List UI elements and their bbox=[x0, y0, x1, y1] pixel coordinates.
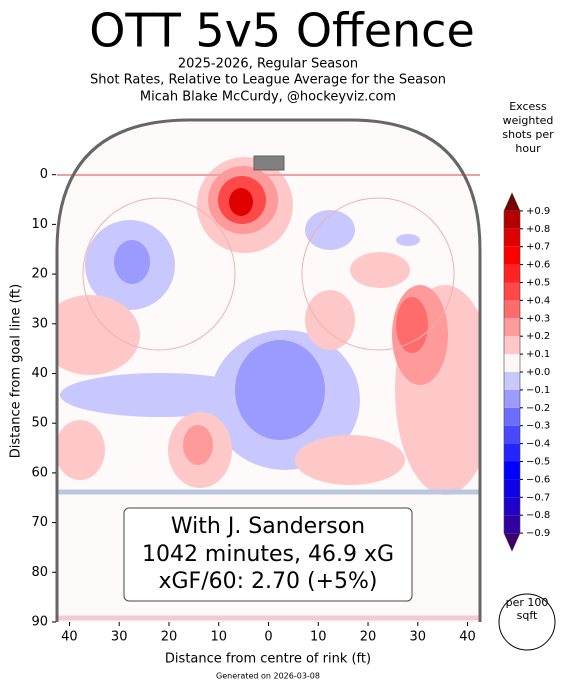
colorbar-tick-label: +0.0 bbox=[526, 367, 550, 378]
faceoff-circle bbox=[82, 197, 236, 351]
contour-blob bbox=[183, 425, 213, 465]
colorbar-bin bbox=[504, 389, 520, 408]
colorbar-bin bbox=[504, 300, 520, 319]
annotation: With J. Sanderson bbox=[171, 514, 365, 539]
colorbar-tick-label: +0.8 bbox=[526, 224, 550, 235]
contour-blob bbox=[60, 373, 260, 417]
y-tick-label: 80 bbox=[31, 565, 48, 580]
x-tick-label: 10 bbox=[310, 630, 327, 645]
y-tick-label: 10 bbox=[31, 217, 48, 232]
contour-blob bbox=[295, 435, 405, 485]
colorbar-tick-label: +0.6 bbox=[526, 260, 550, 271]
colorbar-extend bbox=[504, 533, 520, 551]
rink-boards bbox=[55, 118, 482, 622]
colorbar-tick-label: +0.4 bbox=[526, 295, 550, 306]
colorbar-bin bbox=[504, 515, 520, 534]
unit-note: per 100 sqft bbox=[505, 596, 549, 622]
y-tick-label: 60 bbox=[31, 465, 48, 480]
annotation: 1042 minutes, 46.9 xG bbox=[142, 542, 394, 567]
colorbar-bin bbox=[504, 407, 520, 426]
y-tick-label: 40 bbox=[31, 366, 48, 381]
x-tick-label: 40 bbox=[61, 630, 78, 645]
subtitle: 2025-2026, Regular Season bbox=[178, 57, 358, 72]
colorbar-bin bbox=[504, 372, 520, 390]
x-tick-label: 20 bbox=[360, 630, 377, 645]
colorbar-bin bbox=[504, 264, 520, 283]
y-tick-label: 50 bbox=[31, 416, 48, 431]
x-tick-label: 20 bbox=[161, 630, 178, 645]
colorbar-tick-label: +0.3 bbox=[526, 313, 550, 324]
x-tick-label: 0 bbox=[264, 630, 272, 645]
colorbar-tick-label: +0.5 bbox=[526, 278, 550, 289]
colorbar-extend bbox=[504, 193, 520, 211]
unit-circle bbox=[498, 593, 556, 651]
rink-markings bbox=[55, 118, 482, 622]
y-axis-label: Distance from goal line (ft) bbox=[9, 284, 24, 458]
contour-blob bbox=[396, 234, 420, 246]
colorbar-tick-label: −0.9 bbox=[526, 528, 550, 539]
colorbar-tick-label: +0.1 bbox=[526, 349, 550, 360]
colorbar-bin bbox=[504, 282, 520, 301]
heat-field bbox=[57, 120, 480, 622]
colorbar-bin bbox=[504, 461, 520, 480]
colorbar-tick-label: −0.7 bbox=[526, 492, 550, 503]
colorbar-tick-label: −0.4 bbox=[526, 439, 550, 450]
colorbar-bin bbox=[504, 425, 520, 444]
contour-blob bbox=[235, 340, 325, 440]
y-tick-label: 70 bbox=[31, 515, 48, 530]
faceoff-circle bbox=[301, 197, 455, 351]
chart-title: OTT 5v5 Offence bbox=[89, 4, 475, 58]
x-axis-label: Distance from centre of rink (ft) bbox=[165, 652, 371, 667]
y-tick-label: 20 bbox=[31, 267, 48, 282]
colorbar-bin bbox=[504, 210, 520, 229]
contour-blob bbox=[396, 297, 428, 353]
colorbar-tick-label: −0.2 bbox=[526, 403, 550, 414]
contour-blob bbox=[350, 252, 410, 288]
colorbar-bin bbox=[504, 443, 520, 462]
annotation: xGF/60: 2.70 (+5%) bbox=[158, 569, 377, 594]
net bbox=[253, 155, 285, 171]
contour-blob bbox=[57, 295, 140, 375]
x-tick-label: 30 bbox=[410, 630, 427, 645]
y-tick-label: 0 bbox=[40, 167, 48, 182]
colorbar-bin bbox=[504, 246, 520, 265]
contour-blob bbox=[305, 210, 355, 250]
x-tick-label: 30 bbox=[111, 630, 128, 645]
x-tick-label: 40 bbox=[459, 630, 476, 645]
colorbar-tick-label: +0.7 bbox=[526, 242, 550, 253]
x-tick-label: 10 bbox=[210, 630, 227, 645]
colorbar-tick-label: +0.2 bbox=[526, 331, 550, 342]
colorbar-tick-label: −0.1 bbox=[526, 385, 550, 396]
colorbar-bin bbox=[504, 336, 520, 355]
colorbar-bin bbox=[504, 318, 520, 337]
y-tick-label: 90 bbox=[31, 615, 48, 630]
y-tick-label: 30 bbox=[31, 316, 48, 331]
colorbar-tick-label: −0.3 bbox=[526, 421, 550, 432]
annotation-box bbox=[123, 507, 413, 602]
colorbar-tick-label: −0.5 bbox=[526, 457, 550, 468]
colorbar-tick-label: −0.6 bbox=[526, 474, 550, 485]
colorbar-tick-label: +0.9 bbox=[526, 206, 550, 217]
subtitle: Shot Rates, Relative to League Average f… bbox=[90, 73, 446, 88]
contour-blob bbox=[229, 188, 253, 216]
footer: Generated on 2026-03-08 bbox=[216, 672, 320, 681]
colorbar-bin bbox=[504, 228, 520, 247]
colorbar-tick-label: −0.8 bbox=[526, 510, 550, 521]
colorbar-bin bbox=[504, 354, 520, 372]
contour-blob bbox=[57, 420, 105, 480]
colorbar-title: Excess weighted shots per hour bbox=[502, 100, 554, 155]
contour-blob bbox=[305, 290, 355, 350]
subtitle: Micah Blake McCurdy, @hockeyviz.com bbox=[140, 90, 396, 105]
contour-blob bbox=[114, 240, 150, 284]
colorbar-bin bbox=[504, 497, 520, 516]
colorbar-bin bbox=[504, 479, 520, 498]
